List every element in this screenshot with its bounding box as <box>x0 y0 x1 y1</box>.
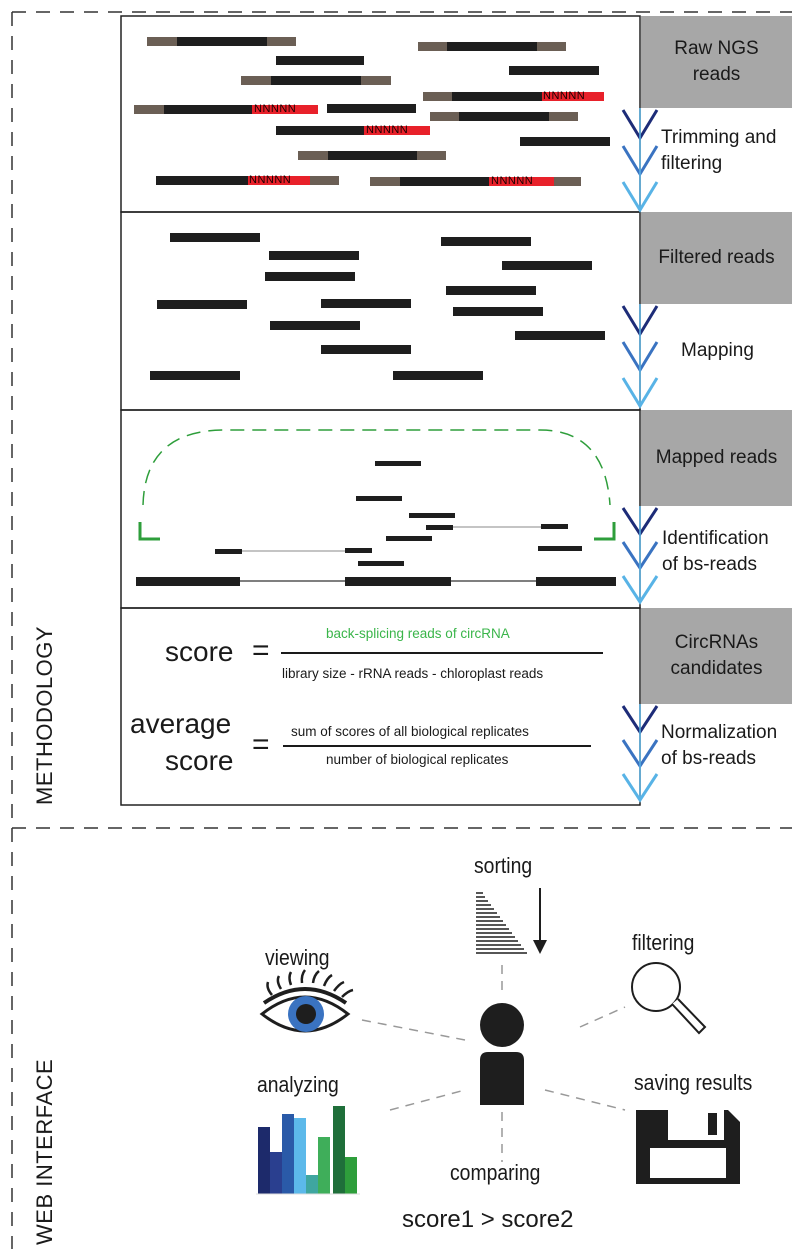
score-fraction-bar <box>281 652 603 654</box>
step-box-raw-ngs-reads: Raw NGS reads <box>641 16 792 108</box>
arrow-down-icon <box>621 108 659 213</box>
score-equals: = <box>252 634 270 667</box>
arrow-down-icon <box>621 704 659 803</box>
avg-fraction-bar <box>283 745 591 747</box>
masked-seq-label: NNNNN <box>366 124 409 136</box>
arrow-down-icon <box>621 506 659 605</box>
mapped-reads-panel <box>136 429 616 586</box>
down-arrow-icon <box>533 888 547 954</box>
user-icon <box>480 1003 524 1105</box>
circ-junction-right <box>594 522 616 541</box>
comparing-label: comparing <box>450 1160 541 1185</box>
step-action-normalization: Normalization of bs-reads <box>661 722 778 769</box>
raw-reads <box>134 37 610 186</box>
raw-reads-panel <box>134 37 610 186</box>
saving-results-label: saving results <box>634 1070 753 1095</box>
masked-seq-label: NNNNN <box>254 103 297 115</box>
floppy-disk-icon <box>636 1110 740 1184</box>
filtered-reads-panel <box>150 233 605 380</box>
masked-seq-label: NNNNN <box>249 174 292 186</box>
step-box-circrnas-candidates: CircRNAs candidates <box>641 608 792 704</box>
sorting-label: sorting <box>474 853 533 878</box>
mapped-reads <box>136 461 616 586</box>
step-box-mapped-reads: Mapped reads <box>641 410 792 506</box>
viewing-label: viewing <box>265 945 330 970</box>
analyzing-label: analyzing <box>257 1072 339 1097</box>
step-box-filtered-reads: Filtered reads <box>641 212 792 304</box>
magnifier-icon <box>631 962 707 1035</box>
masked-seq-label: NNNNN <box>491 175 534 187</box>
score-denominator: library size - rRNA reads - chloroplast … <box>282 666 544 681</box>
score-numerator: back-splicing reads of circRNA <box>326 626 510 641</box>
avg-equals: = <box>252 728 270 761</box>
bar-chart-icon <box>256 1106 360 1195</box>
avg-denominator: number of biological replicates <box>326 752 509 767</box>
step-action-mapping: Mapping <box>681 340 754 361</box>
masked-seq-label: NNNNN <box>543 90 586 102</box>
avg-label-line2: score <box>165 745 234 776</box>
filtered-reads <box>150 233 605 380</box>
circ-arc <box>142 429 611 506</box>
avg-numerator: sum of scores of all biological replicat… <box>291 724 529 739</box>
compare-expression: score1 > score2 <box>402 1206 574 1233</box>
step-action-identification: Identification of bs-reads <box>662 528 769 575</box>
circ-junction-left <box>138 522 160 541</box>
filtering-label: filtering <box>632 930 695 955</box>
step-action-trimming: Trimming and filtering <box>661 127 777 174</box>
avg-label-line1: average <box>130 708 232 739</box>
eye-icon <box>259 969 354 1033</box>
step-arrows <box>621 108 659 803</box>
sorted-list-icon <box>476 892 527 954</box>
score-label: score <box>165 636 234 667</box>
arrow-down-icon <box>621 304 659 409</box>
